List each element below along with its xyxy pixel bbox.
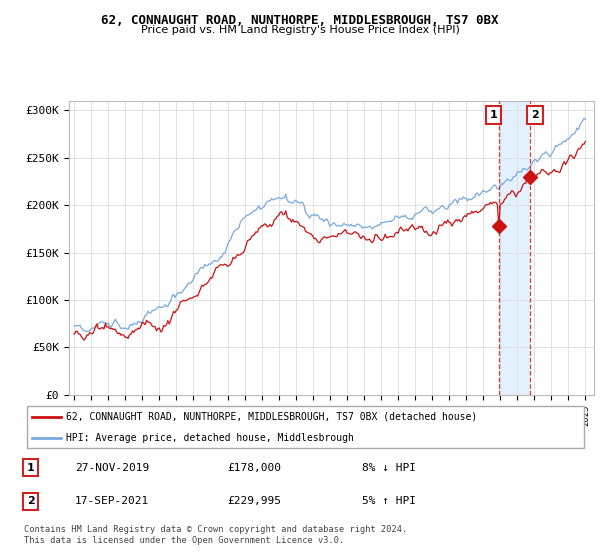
- Text: 2: 2: [532, 110, 539, 120]
- FancyBboxPatch shape: [27, 405, 584, 449]
- Bar: [499, 101, 530, 395]
- Text: Contains HM Land Registry data © Crown copyright and database right 2024.
This d: Contains HM Land Registry data © Crown c…: [24, 525, 407, 545]
- Text: 8% ↓ HPI: 8% ↓ HPI: [362, 463, 416, 473]
- Text: £229,995: £229,995: [227, 496, 281, 506]
- Text: £178,000: £178,000: [227, 463, 281, 473]
- Text: 17-SEP-2021: 17-SEP-2021: [75, 496, 149, 506]
- Text: 5% ↑ HPI: 5% ↑ HPI: [362, 496, 416, 506]
- Text: Price paid vs. HM Land Registry's House Price Index (HPI): Price paid vs. HM Land Registry's House …: [140, 25, 460, 35]
- Text: 2: 2: [27, 496, 35, 506]
- Text: 1: 1: [27, 463, 35, 473]
- Text: HPI: Average price, detached house, Middlesbrough: HPI: Average price, detached house, Midd…: [66, 433, 354, 444]
- Text: 62, CONNAUGHT ROAD, NUNTHORPE, MIDDLESBROUGH, TS7 0BX: 62, CONNAUGHT ROAD, NUNTHORPE, MIDDLESBR…: [101, 14, 499, 27]
- Text: 27-NOV-2019: 27-NOV-2019: [75, 463, 149, 473]
- Text: 1: 1: [490, 110, 497, 120]
- Text: 62, CONNAUGHT ROAD, NUNTHORPE, MIDDLESBROUGH, TS7 0BX (detached house): 62, CONNAUGHT ROAD, NUNTHORPE, MIDDLESBR…: [66, 412, 478, 422]
